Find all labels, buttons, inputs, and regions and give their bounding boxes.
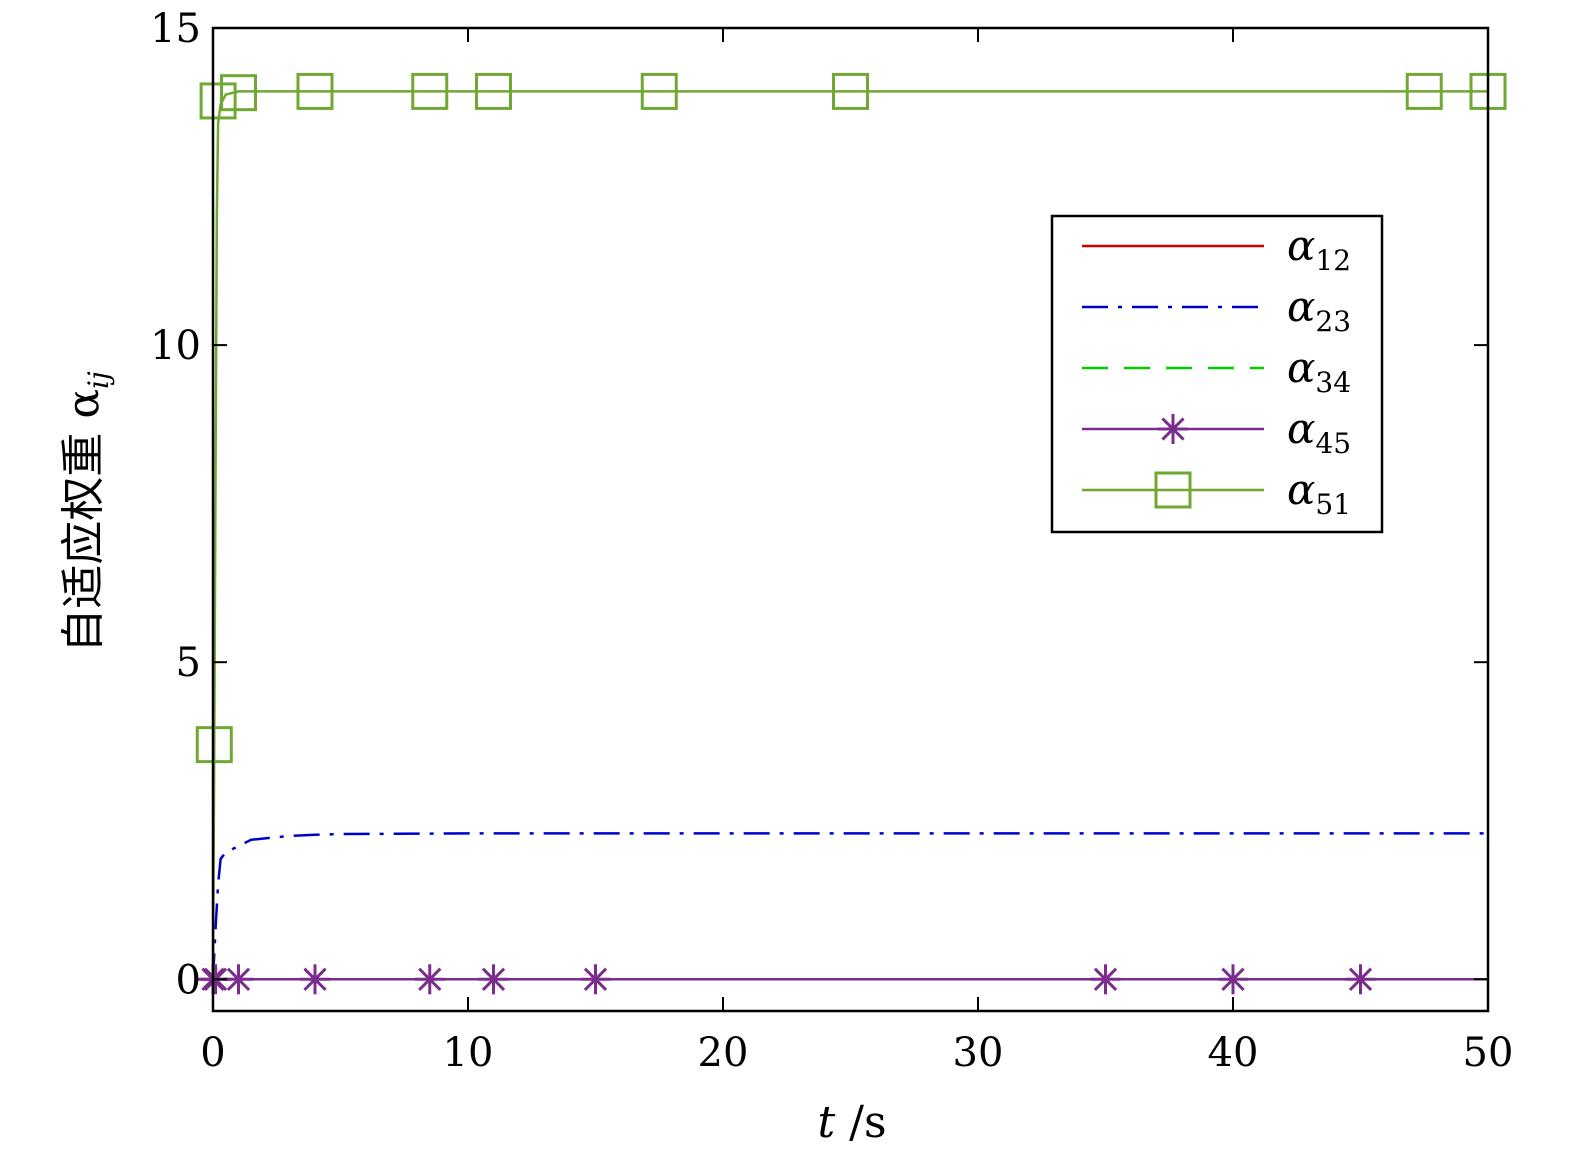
- legend-label: α34: [1287, 343, 1351, 399]
- x-tick-label: 40: [1208, 1030, 1259, 1076]
- series-line-51: [211, 90, 1488, 980]
- plot-area: [195, 72, 1507, 995]
- series-marker-51: [640, 72, 678, 110]
- legend-item-45: α45: [1082, 404, 1351, 460]
- series-marker-45: [300, 964, 330, 995]
- series-marker-51: [195, 726, 233, 764]
- series-marker-45: [414, 964, 445, 995]
- x-tick-label: 30: [953, 1030, 1004, 1076]
- legend-item-34: α34: [1082, 343, 1351, 399]
- x-axis-label: t /s: [817, 1097, 886, 1148]
- legend-marker: [1158, 414, 1188, 444]
- series-marker-45: [1218, 964, 1248, 995]
- series-marker-45: [478, 964, 509, 995]
- y-tick-label: 15: [150, 6, 201, 52]
- series-marker-51: [832, 72, 869, 110]
- legend-label: α12: [1287, 221, 1351, 277]
- y-tick-label: 5: [176, 640, 201, 686]
- series-marker-45: [223, 964, 254, 995]
- x-axis-label-var: t: [817, 1097, 849, 1148]
- series-marker-45: [580, 964, 611, 995]
- legend-label: α51: [1287, 465, 1351, 521]
- legend-label: α45: [1287, 404, 1351, 460]
- x-tick-label: 20: [698, 1030, 749, 1076]
- y-axis-label: 自适应权重 αij: [58, 371, 115, 653]
- x-tick-label: 0: [200, 1030, 225, 1076]
- series-marker-45: [1345, 964, 1376, 995]
- x-tick-label: 50: [1463, 1030, 1514, 1076]
- series-marker-45: [1090, 964, 1121, 995]
- legend-label: α23: [1287, 282, 1351, 338]
- x-axis-label-unit: /s: [849, 1097, 886, 1148]
- legend-item-23: α23: [1082, 282, 1351, 338]
- series-marker-51: [199, 82, 237, 120]
- plot-frame: [211, 26, 1490, 1013]
- x-tick-label: 10: [443, 1030, 494, 1076]
- y-tick-label: 0: [176, 957, 201, 1003]
- y-tick-label: 10: [150, 323, 201, 369]
- legend-marker: [1154, 471, 1192, 509]
- series-marker-51: [1405, 72, 1443, 110]
- legend-item-51: α51: [1082, 465, 1351, 521]
- legend-box: [1050, 214, 1384, 534]
- series-marker-51: [220, 74, 257, 112]
- series-marker-51: [411, 72, 449, 110]
- series-marker-51: [296, 72, 334, 110]
- legend-item-12: α12: [1082, 221, 1351, 277]
- axes: 0 10 20 30 40 50 0 5 10 15: [150, 6, 1513, 1076]
- series-marker-51: [475, 72, 512, 110]
- series-line-23: [211, 832, 1488, 980]
